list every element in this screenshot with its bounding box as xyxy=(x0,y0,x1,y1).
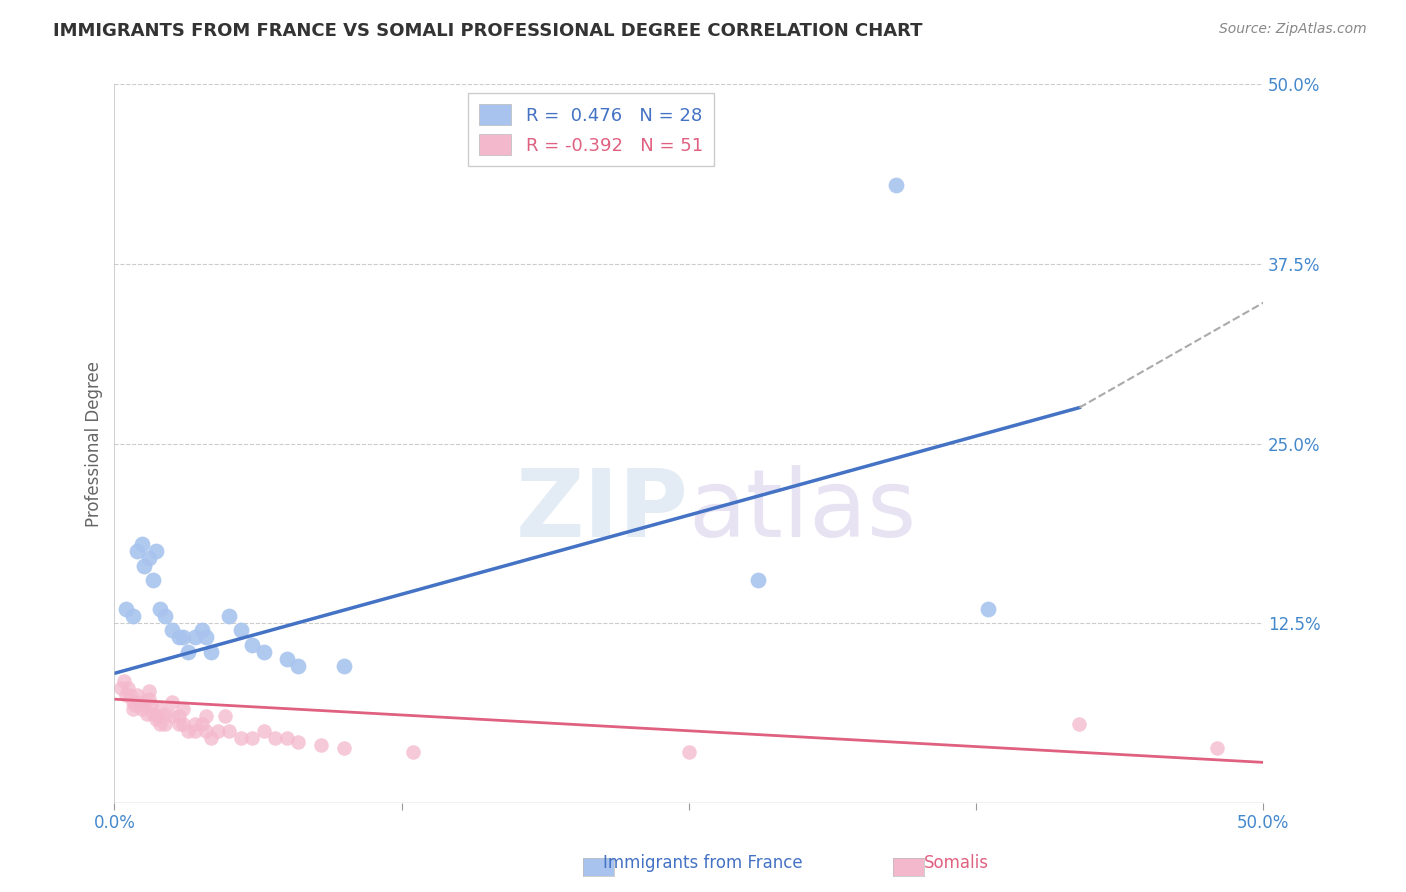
Point xyxy=(195,709,218,723)
Point xyxy=(747,573,769,587)
Point xyxy=(117,681,139,695)
Text: atlas: atlas xyxy=(689,465,917,558)
Point xyxy=(134,558,156,573)
Point xyxy=(128,695,150,709)
Point xyxy=(149,601,172,615)
Point xyxy=(253,723,276,738)
Point xyxy=(138,692,160,706)
Point xyxy=(218,723,240,738)
Point xyxy=(207,723,229,738)
Point xyxy=(287,659,309,673)
Point xyxy=(172,716,194,731)
Point xyxy=(240,731,263,745)
Legend: R =  0.476   N = 28, R = -0.392   N = 51: R = 0.476 N = 28, R = -0.392 N = 51 xyxy=(468,94,714,166)
Point xyxy=(172,631,194,645)
Point xyxy=(127,688,149,702)
Point xyxy=(134,698,156,712)
Point xyxy=(110,681,132,695)
Point xyxy=(121,695,143,709)
Point xyxy=(146,709,169,723)
Text: ZIP: ZIP xyxy=(516,465,689,558)
Point xyxy=(149,702,172,716)
Point xyxy=(160,709,183,723)
Point xyxy=(976,601,998,615)
Point xyxy=(195,723,218,738)
Point xyxy=(200,731,222,745)
Point xyxy=(229,731,252,745)
Point xyxy=(200,645,222,659)
Point xyxy=(138,551,160,566)
Point xyxy=(276,731,298,745)
Point xyxy=(333,659,356,673)
Point xyxy=(127,544,149,558)
Point xyxy=(1069,716,1091,731)
Y-axis label: Professional Degree: Professional Degree xyxy=(86,360,103,526)
Point xyxy=(177,723,200,738)
Point xyxy=(402,745,425,759)
Point xyxy=(124,698,146,712)
Point xyxy=(184,631,207,645)
Point xyxy=(309,738,332,752)
Point xyxy=(190,624,212,638)
Point xyxy=(112,673,135,688)
Point xyxy=(121,702,143,716)
Point xyxy=(142,706,165,721)
Point xyxy=(160,624,183,638)
Point xyxy=(145,544,167,558)
Point xyxy=(115,601,138,615)
Point xyxy=(131,702,153,716)
Text: Immigrants from France: Immigrants from France xyxy=(603,855,803,872)
Point xyxy=(190,716,212,731)
Point xyxy=(184,716,207,731)
Point xyxy=(678,745,700,759)
Point xyxy=(121,608,143,623)
Point xyxy=(115,688,138,702)
Text: Somalis: Somalis xyxy=(924,855,988,872)
Point xyxy=(287,735,309,749)
Point xyxy=(167,631,190,645)
Point xyxy=(195,631,218,645)
Point xyxy=(153,716,176,731)
Point xyxy=(172,702,194,716)
Point xyxy=(120,688,142,702)
Point xyxy=(240,638,263,652)
Point xyxy=(229,624,252,638)
Point xyxy=(184,723,207,738)
Point xyxy=(145,712,167,726)
Point xyxy=(149,716,172,731)
Point xyxy=(142,573,165,587)
Point xyxy=(131,537,153,551)
Point xyxy=(218,608,240,623)
Point xyxy=(214,709,236,723)
Point xyxy=(253,645,276,659)
Text: IMMIGRANTS FROM FRANCE VS SOMALI PROFESSIONAL DEGREE CORRELATION CHART: IMMIGRANTS FROM FRANCE VS SOMALI PROFESS… xyxy=(53,22,922,40)
Point xyxy=(276,652,298,666)
Text: Source: ZipAtlas.com: Source: ZipAtlas.com xyxy=(1219,22,1367,37)
Point xyxy=(153,706,176,721)
Point xyxy=(167,716,190,731)
Point xyxy=(138,683,160,698)
Point xyxy=(160,695,183,709)
Point xyxy=(167,709,190,723)
Point xyxy=(177,645,200,659)
Point xyxy=(884,178,907,192)
Point xyxy=(135,706,157,721)
Point xyxy=(333,741,356,756)
Point xyxy=(141,698,163,712)
Point xyxy=(264,731,287,745)
Point xyxy=(153,608,176,623)
Point xyxy=(1206,741,1229,756)
